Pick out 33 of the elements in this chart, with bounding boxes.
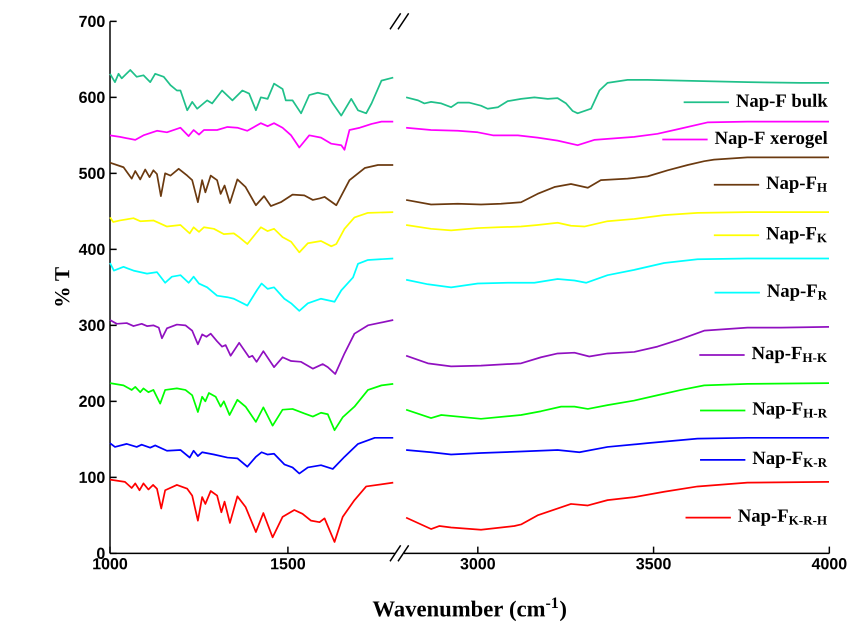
line-series [109, 258, 394, 312]
y-tick-label: 700 [79, 16, 105, 27]
line-series [109, 69, 394, 116]
x-tick-label: 3000 [460, 558, 495, 570]
x-tick-label: 1500 [271, 558, 306, 570]
legend-label: Nap-F bulk [736, 94, 828, 111]
y-tick-label: 400 [78, 244, 105, 255]
line-series [109, 211, 394, 254]
y-tick-label: 100 [80, 472, 105, 483]
legend-label: Nap-F$_{K-R}$ [752, 452, 828, 468]
y-tick-label: 300 [78, 320, 105, 332]
line-series [109, 436, 394, 474]
legend-label: Nap-F$_{K}$ [766, 227, 827, 244]
x-axis-title: Wavenumber (cm$^{-1}$) [372, 598, 566, 622]
x-tick-label: 4000 [812, 558, 846, 570]
y-tick-label: 0 [97, 548, 105, 559]
legend-label: Nap-F$_{H-K}$ [752, 346, 827, 364]
y-tick-label: 200 [79, 396, 105, 407]
legend-label: Nap-F$_{K-R-H}$ [738, 510, 827, 526]
legend-label: Nap-F$_{H-R}$ [752, 402, 828, 419]
line-series [109, 120, 394, 151]
line-series [109, 319, 394, 375]
legend-label: Nap-F xerogel [714, 130, 828, 148]
y-tick-label: 500 [79, 168, 105, 179]
y-tick-label: 600 [79, 92, 105, 103]
legend-label: Nap-F$_{R}$ [767, 284, 828, 301]
x-tick-label: 1000 [93, 558, 128, 570]
legend-label: Nap-F$_{H}$ [766, 176, 827, 193]
x-tick-label: 3500 [636, 558, 671, 570]
y-axis-title: % T [54, 267, 70, 306]
line-series [109, 382, 394, 432]
line-series [109, 162, 394, 207]
line-series [109, 478, 394, 543]
